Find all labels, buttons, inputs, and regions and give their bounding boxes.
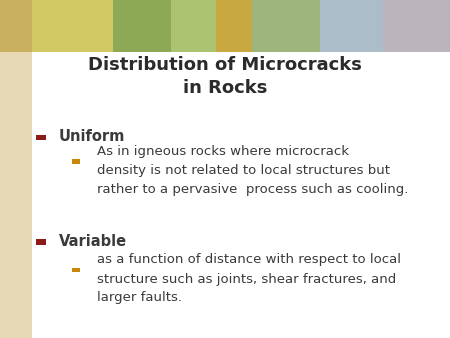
Bar xyxy=(72,160,80,164)
Bar xyxy=(0,0,32,338)
Bar xyxy=(32,52,450,338)
Bar xyxy=(0,0,450,52)
Bar xyxy=(320,0,382,52)
Bar xyxy=(252,0,320,52)
Bar xyxy=(112,0,171,52)
Bar xyxy=(72,268,80,272)
Bar xyxy=(171,0,216,52)
Text: Variable: Variable xyxy=(58,234,126,249)
Text: As in igneous rocks where microcrack
density is not related to local structures : As in igneous rocks where microcrack den… xyxy=(97,145,408,196)
Text: as a function of distance with respect to local
structure such as joints, shear : as a function of distance with respect t… xyxy=(97,254,401,305)
Text: Distribution of Microcracks
in Rocks: Distribution of Microcracks in Rocks xyxy=(88,56,362,97)
Bar xyxy=(32,0,112,52)
Bar xyxy=(36,239,46,245)
Bar xyxy=(0,0,32,52)
Bar xyxy=(36,135,46,140)
Bar xyxy=(382,0,450,52)
Text: Uniform: Uniform xyxy=(58,129,125,144)
Bar xyxy=(216,0,252,52)
